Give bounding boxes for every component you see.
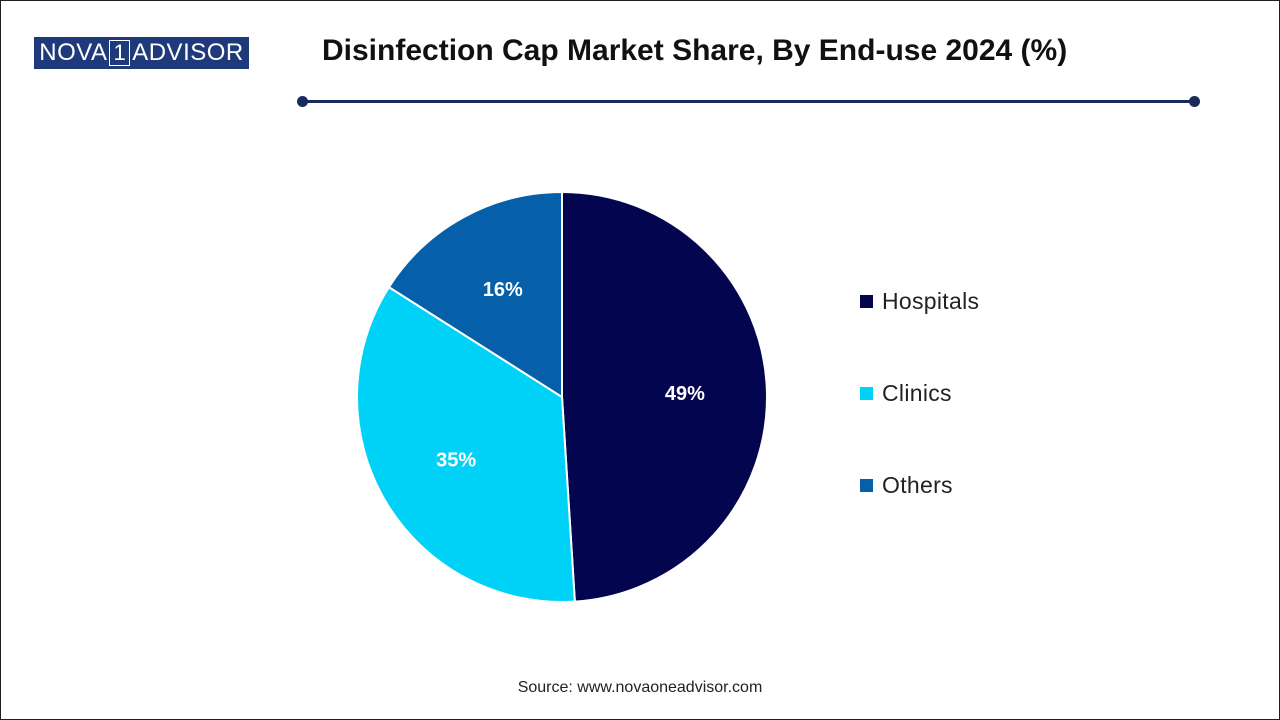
source-note: Source: www.novaoneadvisor.com — [517, 679, 763, 696]
pie-slice-clinics — [356, 285, 576, 603]
pie-slice-others — [387, 190, 563, 399]
pie-label-hospitals: 49% — [665, 383, 705, 405]
legend-label-hospitals: Hospitals — [882, 287, 980, 314]
underline-left-dot — [297, 96, 308, 107]
brand-logo: NOVA 1 ADVISOR — [34, 37, 249, 69]
legend-label-clinics: Clinics — [882, 379, 952, 406]
legend-label-others: Others — [882, 471, 953, 498]
pie-label-clinics: 35% — [436, 450, 476, 472]
legend-item-clinics: Clinics — [860, 378, 979, 408]
legend-swatch-hospitals — [860, 294, 873, 308]
underline-right-dot — [1189, 96, 1200, 107]
legend-swatch-clinics — [860, 386, 873, 400]
logo-text-nova: NOVA — [39, 39, 108, 66]
legend-swatch-others — [860, 478, 873, 492]
title-underline — [302, 100, 1196, 103]
chart-title: Disinfection Cap Market Share, By End-us… — [322, 34, 1068, 67]
pie-slice-hospitals — [561, 190, 768, 603]
logo-text-advisor: ADVISOR — [132, 39, 244, 66]
legend-item-hospitals: Hospitals — [860, 286, 979, 316]
logo-digit: 1 — [109, 40, 131, 66]
pie-label-others: 16% — [483, 279, 523, 301]
chart-legend: Hospitals Clinics Others — [860, 286, 979, 562]
legend-item-others: Others — [860, 470, 979, 500]
